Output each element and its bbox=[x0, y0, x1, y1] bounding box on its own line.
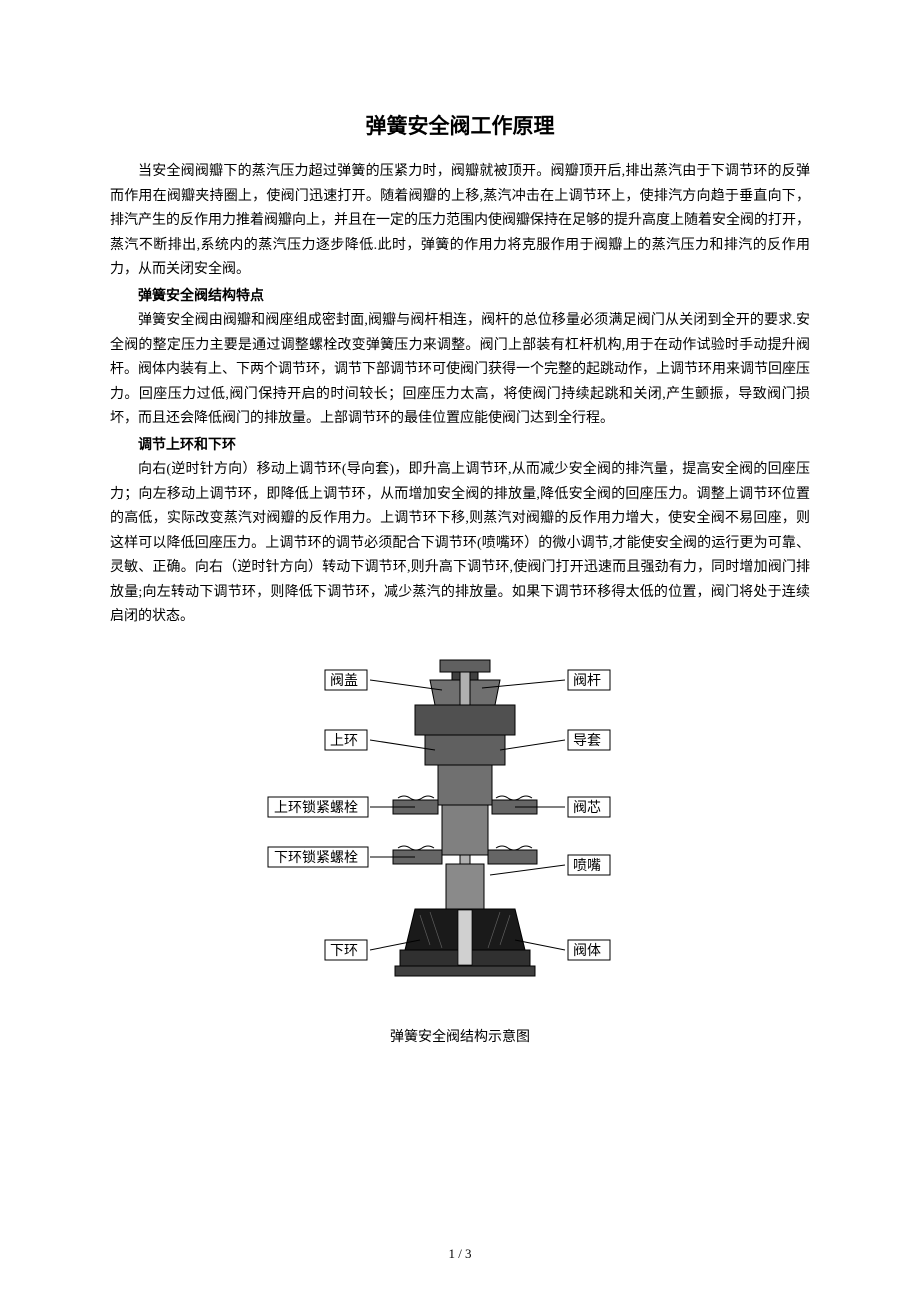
paragraph-3: 向右(逆时针方向）移动上调节环(导向套)，即升高上调节环,从而减少安全阀的排汽量… bbox=[110, 458, 810, 630]
page-number: 1 / 3 bbox=[0, 1246, 920, 1262]
valve-body-graphic bbox=[393, 660, 537, 976]
label-valve-core: 阀芯 bbox=[573, 800, 601, 816]
label-lower-lock-bolt: 下环锁紧螺栓 bbox=[274, 850, 358, 866]
label-valve-cover: 阀盖 bbox=[330, 673, 358, 689]
subheading-1: 弹簧安全阀结构特点 bbox=[110, 285, 810, 310]
label-valve-stem: 阀杆 bbox=[573, 673, 601, 689]
figure-caption: 弹簧安全阀结构示意图 bbox=[110, 1026, 810, 1046]
label-lower-ring: 下环 bbox=[330, 944, 358, 959]
document-title: 弹簧安全阀工作原理 bbox=[110, 110, 810, 140]
valve-diagram: 阀盖 上环 上环锁紧螺栓 下环锁紧螺栓 下环 阀杆 导套 阀芯 bbox=[110, 650, 810, 1010]
subheading-2: 调节上环和下环 bbox=[110, 434, 810, 459]
paragraph-1: 当安全阀阀瓣下的蒸汽压力超过弹簧的压紧力时，阀瓣就被顶开。阀瓣顶开后,排出蒸汽由… bbox=[110, 160, 810, 283]
paragraph-2: 弹簧安全阀由阀瓣和阀座组成密封面,阀瓣与阀杆相连，阀杆的总位移量必须满足阀门从关… bbox=[110, 309, 810, 432]
label-valve-body: 阀体 bbox=[573, 943, 601, 959]
label-guide-sleeve: 导套 bbox=[573, 733, 601, 749]
label-upper-lock-bolt: 上环锁紧螺栓 bbox=[274, 800, 358, 816]
label-upper-ring: 上环 bbox=[330, 733, 358, 749]
label-nozzle: 喷嘴 bbox=[573, 858, 601, 874]
